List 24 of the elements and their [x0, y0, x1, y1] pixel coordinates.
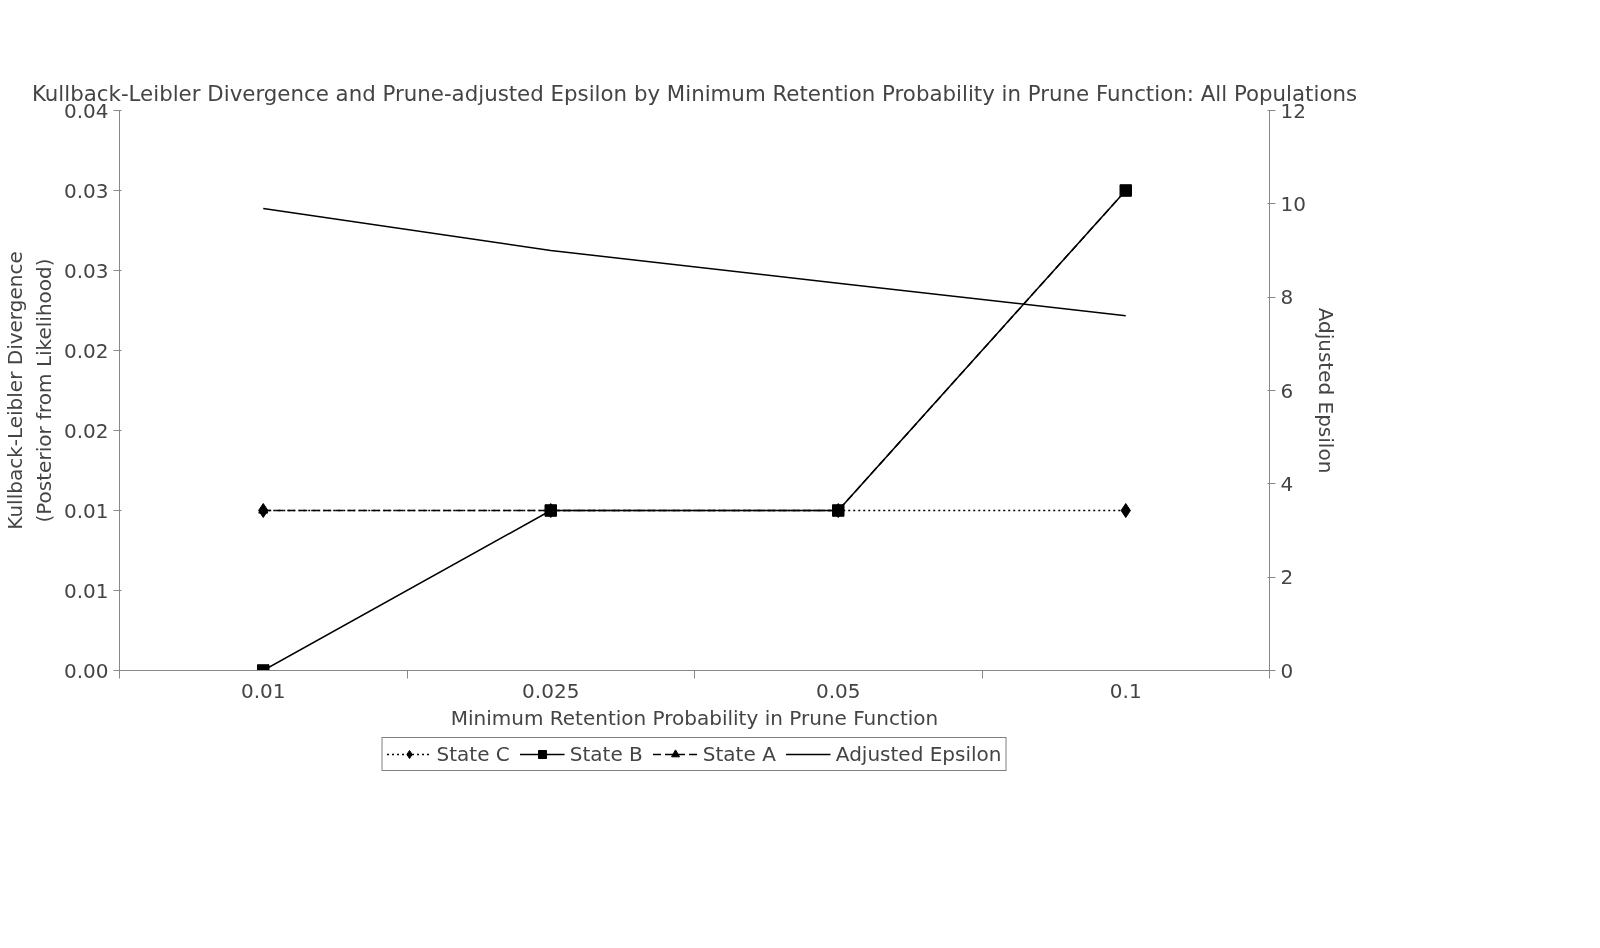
- legend-label: State A: [702, 742, 776, 766]
- x-tick-label: 0.05: [815, 678, 861, 703]
- x-tick-label: 0.025: [522, 678, 580, 703]
- y2-tick-label: 4: [1280, 471, 1294, 496]
- y-tick-label: 0.02: [63, 418, 109, 443]
- x-tick-label: 0.1: [1109, 678, 1142, 703]
- y-tick-label: 0.00: [63, 658, 109, 683]
- y-tick-label: 0.03: [63, 258, 109, 283]
- y2-tick-label: 10: [1280, 191, 1306, 216]
- y2-axis-title: Adjusted Epsilon: [1313, 307, 1338, 474]
- y-tick-label: 0.03: [63, 178, 109, 203]
- x-axis-title: Minimum Retention Probability in Prune Function: [450, 705, 939, 730]
- y2-tick-label: 0: [1280, 658, 1294, 683]
- x-tick-label: 0.01: [240, 678, 286, 703]
- legend-label: State C: [436, 742, 510, 766]
- y-tick-label: 0.01: [63, 498, 109, 523]
- y2-tick-label: 6: [1280, 378, 1294, 403]
- legend-label: Adjusted Epsilon: [835, 742, 1002, 766]
- legend-label: State B: [569, 742, 643, 766]
- y-axis-title: Kullback-Leibler Divergence (Posterior from Likelihood): [3, 251, 56, 530]
- y2-tick-label: 2: [1280, 565, 1294, 590]
- y-tick-label: 0.01: [63, 578, 109, 603]
- y2-tick-label: 8: [1280, 285, 1294, 310]
- y-tick-label: 0.02: [63, 338, 109, 363]
